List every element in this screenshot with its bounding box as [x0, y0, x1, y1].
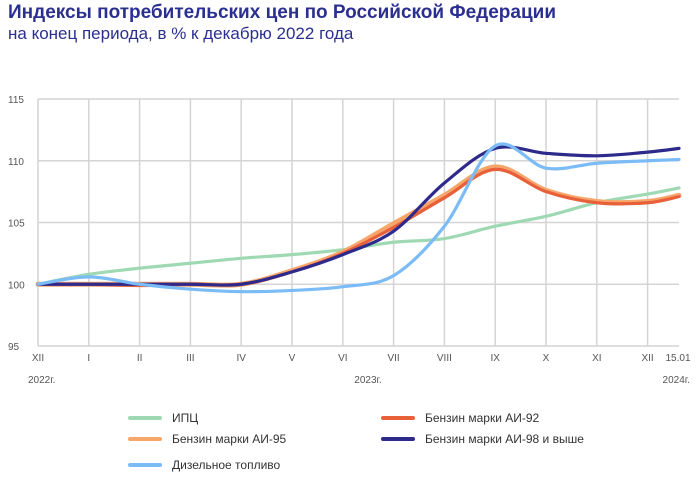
legend-label: Бензин марки АИ-98 и выше [425, 432, 584, 446]
legend-swatch [381, 416, 415, 420]
chart-title: Индексы потребительских цен по Российско… [8, 2, 556, 23]
y-tick-label: 100 [8, 280, 25, 291]
x-tick-label: IX [490, 353, 500, 364]
x-tick-label: VIII [437, 353, 452, 364]
legend-label: Бензин марки АИ-95 [172, 432, 287, 446]
legend-swatch [381, 437, 415, 441]
x-tick-label: 15.01 [665, 353, 690, 364]
legend-item: Дизельное топливо [128, 458, 280, 472]
x-tick-label: V [289, 353, 296, 364]
x-tick-label: III [186, 353, 194, 364]
x-tick-label: X [543, 353, 550, 364]
x-tick-label: VII [387, 353, 399, 364]
legend-item: Бензин марки АИ-95 [128, 432, 286, 446]
chart-subtitle: на конец периода, в % к декабрю 2022 год… [8, 24, 354, 43]
x-tick-label: XII [32, 353, 44, 364]
x-tick-label: II [137, 353, 143, 364]
y-tick-label: 95 [8, 342, 20, 353]
legend-label: ИПЦ [172, 411, 199, 425]
legend-item: ИПЦ [128, 411, 198, 425]
legend-label: Бензин марки АИ-92 [425, 411, 540, 425]
year-label: 2024г. [663, 375, 690, 386]
x-tick-label: VI [338, 353, 347, 364]
series-line-4 [36, 142, 681, 294]
legend-swatch [128, 437, 162, 441]
x-tick-label: I [87, 353, 90, 364]
x-tick-label: IV [236, 353, 246, 364]
year-label: 2022г. [28, 375, 55, 386]
legend-item: Бензин марки АИ-92 [381, 411, 539, 425]
legend-item: Бензин марки АИ-98 и выше [381, 432, 584, 446]
series-line-3 [36, 145, 681, 287]
x-tick-label: XI [592, 353, 601, 364]
legend-swatch [128, 416, 162, 420]
legend-swatch [128, 463, 162, 467]
year-label: 2023г. [354, 375, 381, 386]
y-tick-label: 105 [8, 219, 25, 230]
x-tick-label: XII [641, 353, 653, 364]
legend-label: Дизельное топливо [172, 458, 281, 472]
y-tick-label: 110 [8, 157, 24, 168]
y-tick-label: 115 [8, 95, 24, 106]
